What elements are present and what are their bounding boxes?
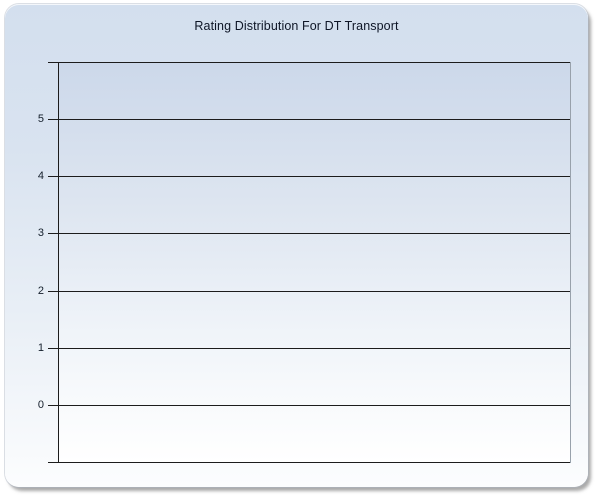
gridline-y4 — [48, 176, 570, 177]
plot-bottom-border — [48, 462, 570, 463]
y-axis-line — [58, 62, 59, 463]
ytick-label-2: 2 — [37, 285, 44, 297]
chart-title: Rating Distribution For DT Transport — [194, 19, 399, 33]
gridline-y3 — [48, 233, 570, 234]
gridline-y5 — [48, 119, 570, 120]
chart-panel: Rating Distribution For DT Transport 5 4 3… — [5, 4, 588, 487]
ytick-label-1: 1 — [37, 342, 44, 354]
gridline-y1 — [48, 348, 570, 349]
plot-top-border — [48, 62, 570, 63]
ytick-label-4: 4 — [37, 170, 44, 182]
ytick-label-0: 0 — [37, 399, 44, 411]
ytick-label-5: 5 — [37, 113, 44, 125]
gridline-y2 — [48, 291, 570, 292]
ytick-label-3: 3 — [37, 227, 44, 239]
plot-right-border — [570, 62, 571, 463]
plot-area: 5 4 3 2 1 0 — [38, 62, 571, 463]
gridline-y0 — [48, 405, 570, 406]
